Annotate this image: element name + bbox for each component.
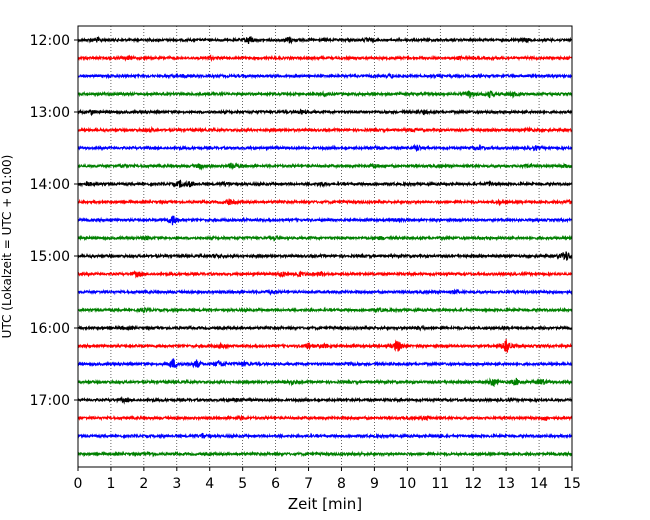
x-tick-label: 7 (304, 476, 313, 492)
x-tick-label: 12 (464, 476, 482, 492)
x-tick-label: 11 (431, 476, 449, 492)
x-tick-label: 15 (563, 476, 581, 492)
seismogram-trace (77, 288, 573, 296)
y-tick-label: 15:00 (30, 249, 70, 265)
y-axis-label: UTC (Lokalzeit = UTC + 01:00) (0, 155, 14, 339)
seismogram-trace (77, 450, 573, 458)
x-tick-label: 8 (337, 476, 346, 492)
seismogram-trace (77, 432, 573, 440)
seismogram-trace (77, 251, 573, 261)
x-axis-ticks: 0 1 2 3 4 5 6 7 8 9 10 11 12 13 14 15 (74, 467, 581, 492)
seismogram-trace (77, 179, 573, 189)
x-tick-label: 10 (398, 476, 416, 492)
seismogram-trace (77, 414, 573, 422)
x-tick-label: 6 (271, 476, 280, 492)
seismogram-trace (77, 54, 573, 62)
seismogram-trace (77, 306, 573, 315)
y-tick-label: 16:00 (30, 321, 70, 337)
seismogram-trace (77, 215, 573, 226)
y-axis-ticks: 12:00 13:00 14:00 15:00 16:00 17:00 (30, 33, 78, 409)
seismogram-trace (77, 35, 573, 45)
seismogram-trace (77, 143, 573, 152)
plot-frame (77, 25, 573, 468)
trace-group (77, 35, 573, 458)
seismogram-trace (77, 90, 573, 99)
x-tick-label: 9 (370, 476, 379, 492)
seismogram-trace (77, 358, 573, 369)
seismogram-trace (77, 108, 573, 117)
y-tick-label: 12:00 (30, 33, 70, 49)
x-tick-label: 14 (530, 476, 548, 492)
seismogram-trace (77, 125, 573, 134)
x-tick-label: 13 (497, 476, 515, 492)
seismogram-trace (77, 198, 573, 207)
x-tick-label: 0 (74, 476, 83, 492)
x-tick-label: 3 (172, 476, 181, 492)
seismogram-trace (77, 324, 573, 332)
seismogram-trace (77, 72, 573, 80)
seismogram-trace (77, 395, 573, 405)
x-tick-label: 4 (205, 476, 214, 492)
y-tick-label: 13:00 (30, 105, 70, 121)
x-tick-label: 5 (238, 476, 247, 492)
y-tick-label: 14:00 (30, 177, 70, 193)
x-axis-label: Zeit [min] (288, 495, 362, 513)
x-tick-label: 2 (139, 476, 148, 492)
x-tick-label: 1 (106, 476, 115, 492)
seismogram-trace (77, 377, 573, 388)
y-tick-label: 17:00 (30, 393, 70, 409)
seismogram-trace (77, 234, 573, 242)
seismogram-trace (77, 269, 573, 279)
seismogram-trace (77, 162, 573, 171)
seismogram-trace (77, 339, 573, 353)
